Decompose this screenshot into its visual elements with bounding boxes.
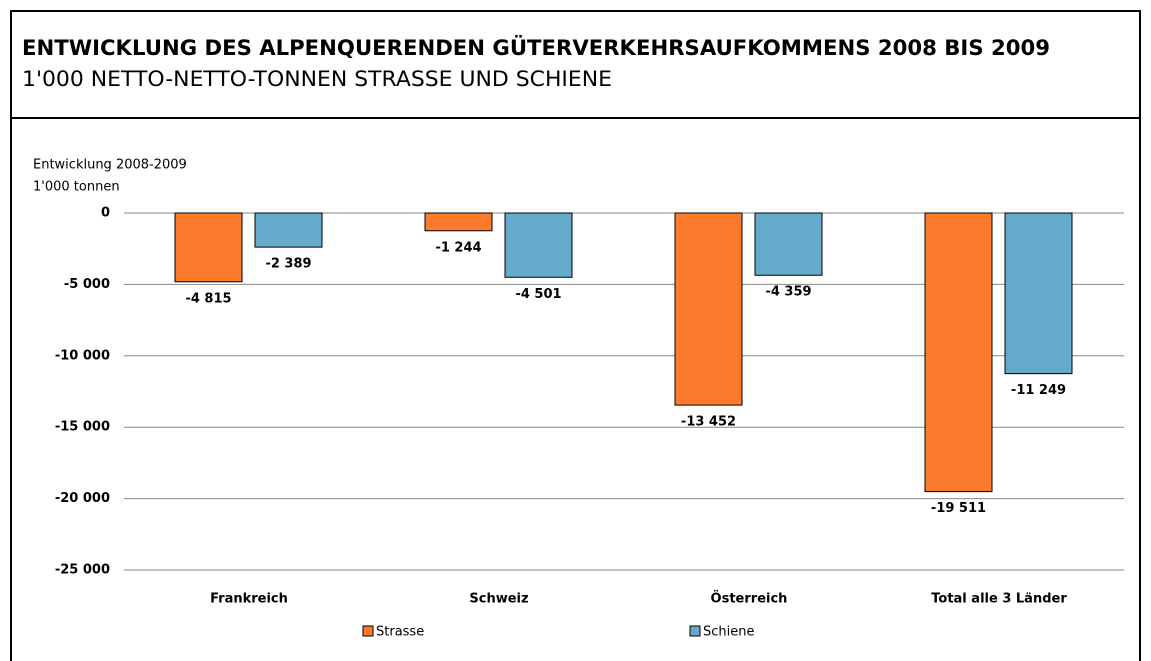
x-tick-label: Frankreich	[210, 592, 288, 607]
x-tick-label: Österreich	[711, 591, 788, 607]
data-label: -2 389	[265, 257, 311, 272]
bar	[1004, 212, 1073, 375]
data-label: -1 244	[435, 240, 481, 255]
legend-swatch	[689, 625, 701, 637]
chart-title: ENTWICKLUNG DES ALPENQUERENDEN GÜTERVERK…	[22, 35, 1050, 60]
y-axis-label: Entwicklung 2008-2009	[33, 158, 187, 173]
chart-subtitle: 1'000 NETTO-NETTO-TONNEN STRASSE UND SCH…	[22, 67, 612, 91]
legend-label: Schiene	[703, 625, 755, 640]
x-tick-label: Schweiz	[469, 592, 528, 607]
y-axis-label: 1'000 tonnen	[33, 180, 120, 195]
data-label: -19 511	[931, 501, 986, 516]
y-tick-label: 0	[101, 206, 110, 221]
legend-label: Strasse	[376, 625, 424, 640]
bar	[424, 212, 493, 232]
data-label: -11 249	[1011, 383, 1066, 398]
bar	[674, 212, 743, 406]
bar	[174, 212, 243, 283]
y-tick-label: -5 000	[64, 277, 110, 292]
data-label: -13 452	[681, 415, 736, 430]
bar	[254, 212, 323, 248]
data-label: -4 359	[765, 285, 811, 300]
y-tick-label: -20 000	[55, 491, 110, 506]
legend-swatch	[362, 625, 374, 637]
frame	[10, 10, 1141, 661]
data-label: -4 501	[515, 287, 561, 302]
y-tick-label: -15 000	[55, 420, 110, 435]
y-tick-label: -25 000	[55, 563, 110, 578]
y-tick-label: -10 000	[55, 348, 110, 363]
data-label: -4 815	[185, 291, 231, 306]
bar	[504, 212, 573, 278]
bar	[924, 212, 993, 493]
bar	[754, 212, 823, 276]
x-tick-label: Total alle 3 Länder	[931, 592, 1067, 607]
